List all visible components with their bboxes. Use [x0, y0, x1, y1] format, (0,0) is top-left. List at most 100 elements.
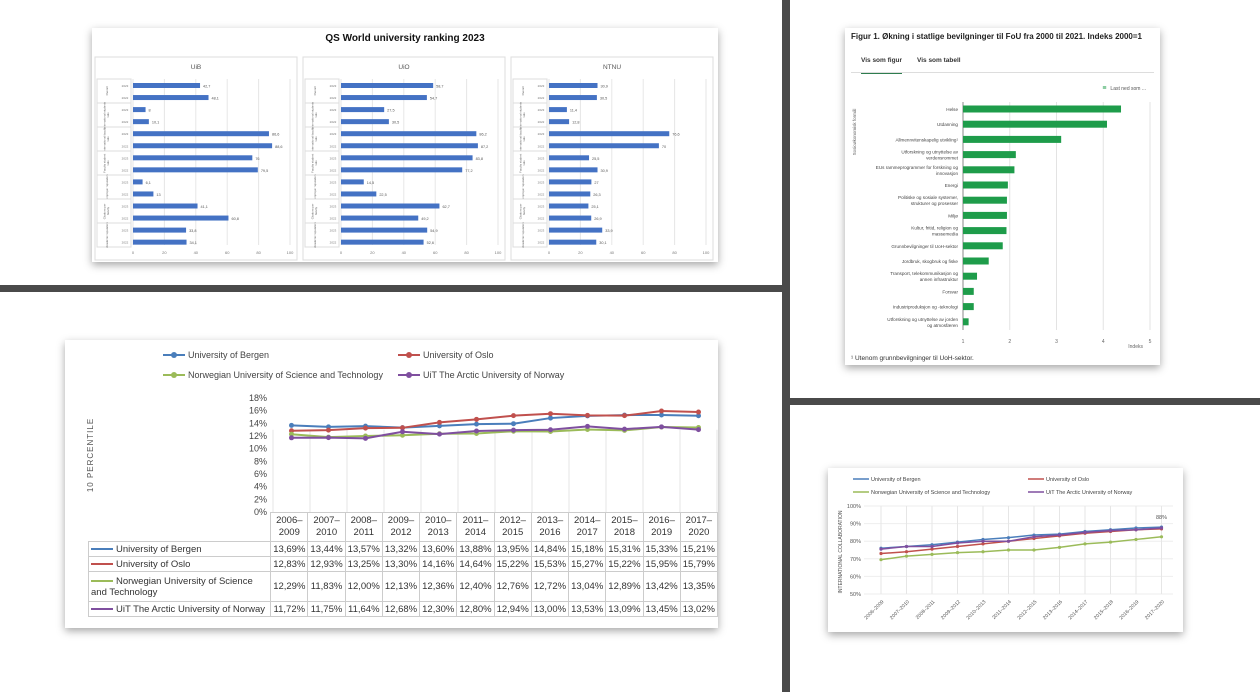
qs-value-label: 58,7 [436, 85, 443, 89]
category-label-line: Overall [521, 86, 525, 95]
year-label: 2023 [122, 156, 129, 160]
category-label: International faculty ratio [311, 126, 318, 151]
qs-value-label: 30,5 [392, 121, 399, 125]
year-label: 2023 [330, 229, 337, 233]
y-tick-label: 6% [254, 469, 267, 479]
data-point-ntnu [289, 431, 294, 437]
data-point-oslo [326, 427, 331, 433]
qs-value-label: 62,7 [442, 205, 449, 209]
qs-ranking-card: QS World university ranking 2023 UiB 0 20 40… [92, 28, 718, 262]
y-tick-label: 4% [254, 482, 267, 492]
data-point-oslo [474, 416, 479, 422]
qs-bar [549, 155, 590, 161]
intl-collab-card: University of Bergen University of Oslo No… [828, 468, 1183, 632]
qs-value-label: 26,9 [594, 217, 601, 221]
year-label: 2023 [538, 108, 545, 112]
y-tick-label: 100% [847, 504, 861, 510]
x-tick-label: 80 [464, 250, 469, 255]
y-axis-title: 10 PERCENTILE [86, 418, 95, 492]
value-cell: 14,16% [419, 556, 458, 572]
y-tick-label: 16% [249, 406, 267, 416]
tab-vis-som-tabell[interactable]: Vis som tabell [917, 57, 961, 64]
year-label: 2022 [122, 120, 129, 124]
empty-cell [89, 513, 271, 542]
qs-bar [341, 155, 473, 161]
qs-bar [133, 107, 146, 113]
qs-bar [133, 95, 209, 101]
category-label-line: International faculty [311, 126, 315, 151]
data-point-uit [879, 547, 883, 551]
percentile-card: 10 PERCENTILE 18% 16% 14% 12% 10% 8% 6% 4% 2% 0% U… [65, 340, 719, 628]
data-point-uit [1159, 526, 1164, 530]
data-point-ntnu [1032, 548, 1036, 552]
value-cell: 13,30% [381, 556, 421, 572]
category-label: International faculty ratio [519, 126, 526, 151]
y-tick-label: 10% [249, 444, 267, 454]
data-point-oslo [585, 412, 590, 418]
qs-value-label: 76,6 [672, 133, 679, 137]
value-cell: 12,89% [605, 571, 644, 602]
y-tick-label: 8% [254, 456, 267, 466]
qs-bar [133, 227, 187, 233]
category-label: Allmennvitenskapelig utvikling¹ [895, 137, 958, 142]
qs-value-label: 86,2 [479, 133, 486, 137]
y-tick-label: 0% [254, 507, 267, 517]
value-cell: 13,09% [605, 601, 644, 617]
x-tick-label: 60 [433, 250, 438, 255]
category-label: Employer reputation [313, 174, 317, 199]
series-line-oslo [291, 410, 699, 432]
y-tick-label: 70% [850, 557, 861, 563]
qs-bar [341, 239, 424, 245]
x-tick-label: 100 [703, 250, 710, 255]
category-label: verdensrommet [926, 156, 959, 161]
data-point-oslo [981, 542, 985, 546]
value-cell: 13,57% [344, 541, 383, 557]
value-cell: 13,25% [344, 556, 383, 572]
qs-bar [341, 179, 364, 185]
data-point-uit [1108, 529, 1113, 533]
data-point-oslo [363, 425, 368, 431]
qs-value-label: 87,2 [481, 145, 488, 149]
value-cell: 12,72% [530, 571, 570, 602]
data-point-uit [326, 435, 331, 441]
column-header: 2006– 2009 [270, 512, 309, 542]
value-cell: 13,00% [530, 601, 570, 617]
percentile-data-table: 2006– 2009 2007– 2010 2008– 2011 2009– 2012 2010… [87, 512, 719, 617]
fou-bar [963, 105, 1122, 113]
x-tick-label: 2016–2019 [1118, 599, 1140, 621]
tab-vis-som-figur[interactable]: Vis som figur [861, 57, 903, 74]
category-label: Forsvar [942, 289, 958, 294]
category-label-line: Overall [105, 86, 109, 95]
value-cell: 13,60% [419, 541, 458, 557]
x-tick-label: 100 [495, 250, 502, 255]
category-label: Overall [105, 86, 109, 95]
value-cell: 11,75% [307, 601, 346, 617]
value-cell: 13,69% [270, 541, 309, 557]
download-button[interactable]: ≡ Last ned som ... [1102, 85, 1146, 92]
data-point-bergen [659, 412, 664, 418]
data-point-bergen [437, 423, 442, 429]
year-label: 2023 [538, 84, 545, 88]
y-tick-label: 2% [254, 494, 267, 504]
y-axis-title: INTERNATIONAL COLLABORATION [838, 510, 844, 593]
value-cell: 12,83% [270, 556, 309, 572]
fou-title: Figur 1. Økning i statlige bevilgninger … [851, 32, 1142, 41]
value-cell: 13,95% [493, 541, 532, 557]
data-point-bergen [1006, 536, 1011, 540]
category-label-line: ratio [314, 160, 318, 166]
category-label: innovasjon [936, 171, 958, 176]
year-label: 2023 [122, 132, 129, 136]
category-label: Utforskning og utnyttelse av [901, 150, 958, 155]
data-point-uit [363, 435, 368, 441]
column-header: 2007– 2010 [307, 512, 346, 542]
divider-left [0, 285, 782, 292]
table-row: Norwegian University of Science and Tech… [87, 571, 719, 602]
qs-value-label: 27 [594, 181, 598, 185]
menu-icon: ≡ [1102, 85, 1107, 92]
value-cell: 15,21% [679, 541, 719, 557]
qs-value-label: 30,9 [601, 85, 608, 89]
series-line-ntnu [880, 536, 1162, 561]
y-tick-label: 90% [850, 522, 861, 528]
year-label: 2022 [538, 168, 545, 172]
qs-value-label: 14,5 [367, 181, 374, 185]
